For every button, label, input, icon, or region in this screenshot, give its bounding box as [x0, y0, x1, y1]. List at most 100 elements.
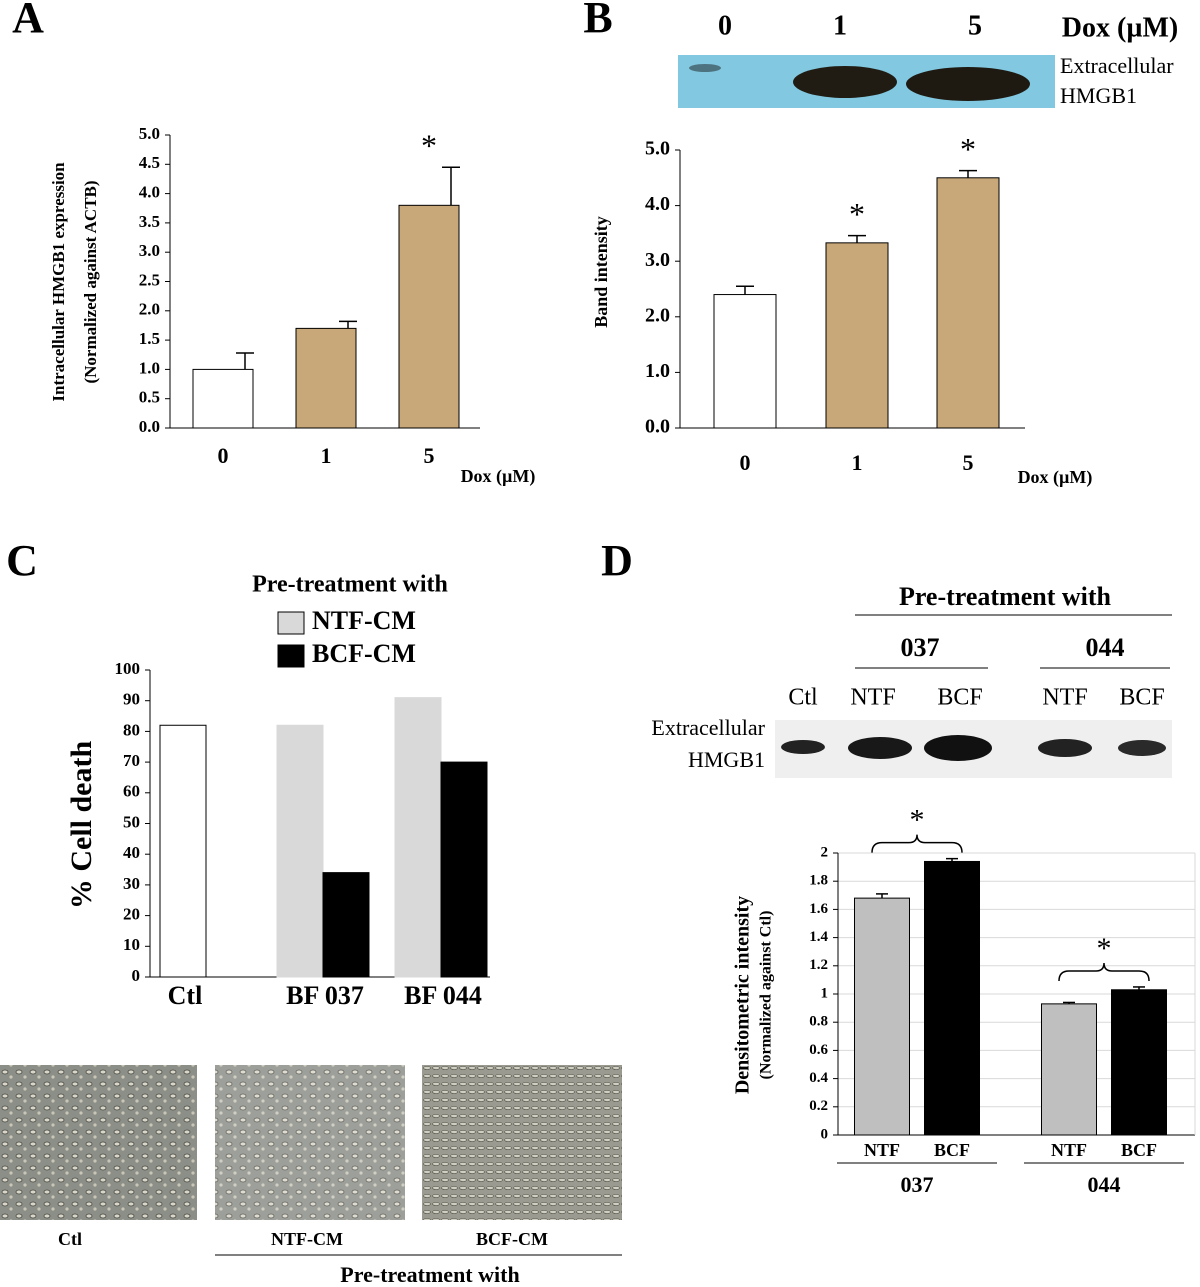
y-tick-label: 70	[123, 751, 140, 770]
micrograph	[422, 1065, 622, 1220]
significance: *	[1097, 932, 1112, 965]
bar	[1041, 1003, 1097, 1136]
y-tick-label: 60	[123, 782, 140, 801]
bar	[398, 204, 460, 429]
panel-letter: C	[6, 536, 38, 585]
bar	[159, 724, 207, 978]
y-axis-label: Band intensity	[591, 216, 611, 328]
lane-label: 1	[833, 10, 847, 41]
y-tick-label: 1	[821, 985, 829, 1001]
y-tick-label: 3.0	[139, 241, 160, 260]
y-tick-label: 1.2	[809, 957, 828, 973]
bar	[1111, 989, 1167, 1136]
x-tick-label: 0	[740, 450, 751, 475]
blot-band	[793, 66, 897, 98]
y-tick-label: 0.0	[645, 416, 670, 438]
y-tick-label: 80	[123, 720, 140, 739]
blot-band	[848, 737, 912, 759]
group-label: 037	[901, 1172, 934, 1197]
x-tick-label: BF 044	[404, 981, 482, 1010]
y-tick-label: 5.0	[645, 138, 670, 160]
y-tick-label: 1.6	[809, 901, 828, 917]
y-tick-label: 0.5	[139, 388, 160, 407]
y-tick-label: 0.4	[809, 1070, 828, 1086]
bar	[924, 860, 980, 1136]
y-tick-label: 20	[123, 905, 140, 924]
bar	[394, 697, 442, 978]
blot-band	[924, 735, 992, 761]
lane-label: Ctl	[788, 685, 818, 711]
legend-label: NTF-CM	[312, 606, 416, 635]
group-label: 037	[901, 633, 940, 662]
x-tick-label: 1	[852, 450, 863, 475]
y-tick-label: 1.5	[139, 329, 160, 348]
x-tick-label: 5	[424, 443, 435, 468]
y-axis-label: % Cell death	[65, 741, 98, 910]
x-tick-label: 1	[321, 443, 332, 468]
panel-letter: B	[583, 0, 612, 42]
blot-label: HMGB1	[1060, 83, 1137, 108]
blot-band	[906, 67, 1030, 101]
significance-brace	[1058, 962, 1150, 981]
x-tick-label: Ctl	[168, 981, 203, 1010]
bar	[276, 724, 324, 978]
y-tick-label: 40	[123, 843, 140, 862]
y-tick-label: 100	[115, 659, 141, 678]
y-tick-label: 10	[123, 935, 140, 954]
bar	[936, 177, 1000, 429]
significance: *	[421, 128, 437, 164]
x-tick-label: BF 037	[286, 981, 364, 1010]
y-tick-label: 1.8	[809, 873, 828, 889]
y-tick-label: 2.0	[645, 304, 670, 326]
y-tick-label: 0.8	[809, 1014, 828, 1030]
x-tick-label: NTF	[864, 1140, 900, 1160]
x-tick-label: BCF	[934, 1140, 970, 1160]
lane-label: NTF	[1042, 685, 1087, 711]
micrograph-heading: Pre-treatment with	[340, 1262, 519, 1287]
y-axis-label: (Normalized against ACTB)	[81, 180, 100, 383]
y-tick-label: 5.0	[139, 124, 160, 143]
y-tick-label: 1.4	[809, 929, 828, 945]
y-tick-label: 0	[821, 1126, 829, 1142]
y-tick-label: 3.0	[645, 249, 670, 271]
blot-band	[781, 740, 825, 754]
y-tick-label: 0.0	[139, 417, 160, 436]
y-tick-label: 4.0	[645, 193, 670, 215]
y-tick-label: 90	[123, 690, 140, 709]
blot-label: Extracellular	[1060, 53, 1174, 78]
lane-label: BCF	[937, 685, 982, 711]
group-label: 044	[1088, 1172, 1121, 1197]
lane-label: BCF	[1119, 685, 1164, 711]
x-axis-label: Dox (µM)	[1018, 467, 1093, 488]
y-tick-label: 2	[821, 844, 829, 860]
significance: *	[849, 196, 865, 232]
blot-label: Extracellular	[651, 715, 765, 740]
y-tick-label: 1.0	[645, 360, 670, 382]
bar	[192, 368, 254, 429]
group-label: 044	[1086, 633, 1125, 662]
blot-unit: Dox (µM)	[1062, 12, 1178, 43]
y-tick-label: 2.5	[139, 270, 160, 289]
y-tick-label: 0	[132, 966, 141, 985]
y-tick-label: 0.2	[809, 1098, 828, 1114]
y-tick-label: 30	[123, 874, 140, 893]
blot-band	[1038, 739, 1092, 757]
legend-swatch	[277, 611, 305, 635]
y-tick-label: 2.0	[139, 300, 160, 319]
y-tick-label: 50	[123, 812, 140, 831]
x-axis-label: Dox (µM)	[461, 466, 536, 487]
y-tick-label: 3.5	[139, 212, 160, 231]
y-axis-label: Intracellular HMGB1 expression	[49, 162, 68, 402]
blot-heading: Pre-treatment with	[899, 582, 1112, 611]
panel-letter: A	[12, 0, 44, 42]
x-tick-label: 5	[963, 450, 974, 475]
x-tick-label: NTF	[1051, 1140, 1087, 1160]
significance: *	[910, 804, 925, 837]
bar	[295, 327, 357, 429]
micrograph	[215, 1065, 405, 1220]
y-axis-label: Densitometric intensity	[732, 896, 754, 1094]
y-tick-label: 4.5	[139, 153, 160, 172]
bar	[322, 872, 370, 978]
bar	[854, 897, 910, 1136]
